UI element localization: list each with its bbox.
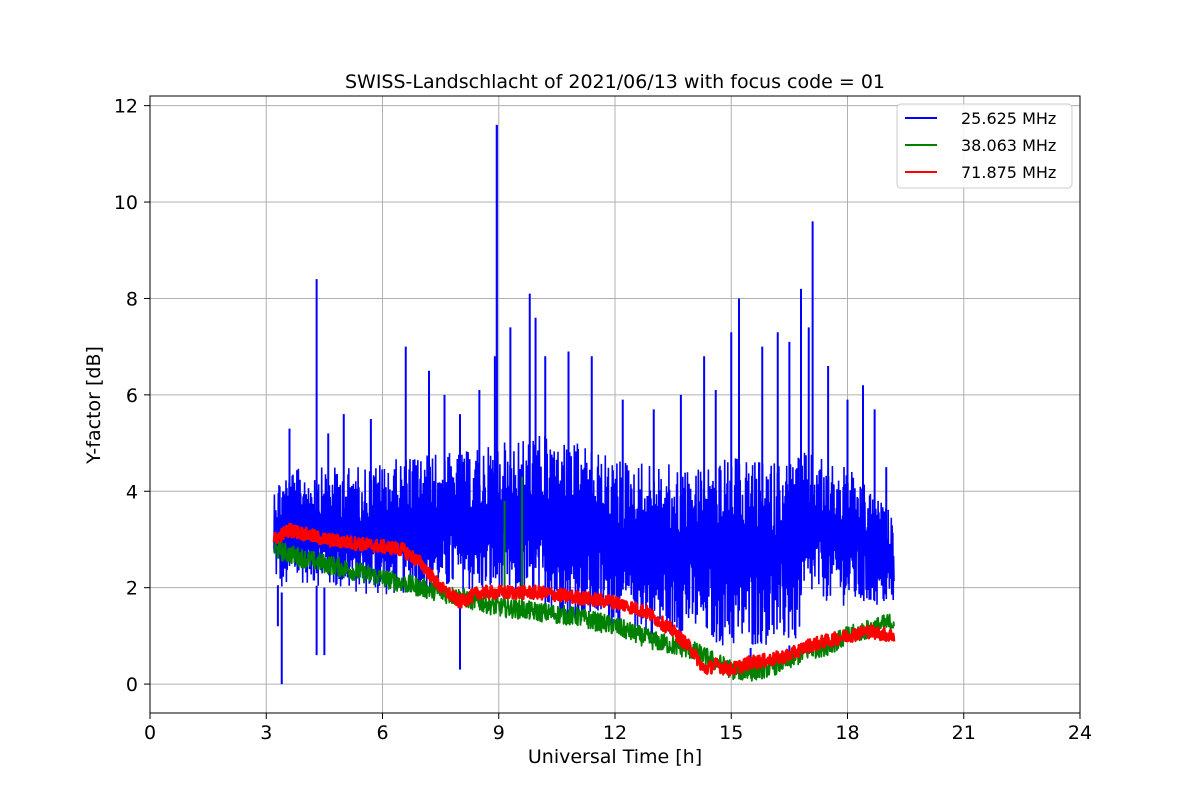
series-38063-line [273, 540, 895, 682]
chart-title: SWISS-Landschlacht of 2021/06/13 with fo… [345, 71, 885, 93]
y-tick-label: 4 [126, 481, 138, 503]
y-axis: 0 2 4 6 8 10 12 [114, 96, 150, 696]
x-axis: 0 3 6 9 12 15 18 21 24 [144, 713, 1092, 744]
y-axis-label: Y-factor [dB] [83, 346, 105, 465]
x-tick-label: 6 [376, 722, 388, 744]
plot-area [272, 124, 896, 685]
series-layer [272, 124, 896, 685]
y-tick-label: 10 [114, 192, 138, 214]
series-71875-line [272, 522, 896, 677]
x-tick-label: 24 [1068, 722, 1092, 744]
y-tick-label: 12 [114, 96, 138, 118]
y-tick-label: 6 [126, 385, 138, 407]
legend-label: 25.625 MHz [961, 109, 1056, 128]
x-tick-label: 15 [719, 722, 743, 744]
y-tick-label: 0 [126, 674, 138, 696]
legend-label: 38.063 MHz [961, 136, 1056, 155]
legend: 25.625 MHz 38.063 MHz 71.875 MHz [896, 103, 1073, 189]
x-tick-label: 9 [493, 722, 505, 744]
x-tick-label: 18 [835, 722, 859, 744]
x-axis-label: Universal Time [h] [528, 746, 702, 768]
legend-box [896, 103, 1073, 189]
y-tick-label: 2 [126, 578, 138, 600]
y-tick-label: 8 [126, 288, 138, 310]
series-25625-line [273, 435, 895, 646]
x-tick-label: 3 [260, 722, 272, 744]
x-tick-label: 12 [603, 722, 627, 744]
x-tick-label: 21 [952, 722, 976, 744]
x-tick-label: 0 [144, 722, 156, 744]
legend-label: 71.875 MHz [961, 163, 1056, 182]
